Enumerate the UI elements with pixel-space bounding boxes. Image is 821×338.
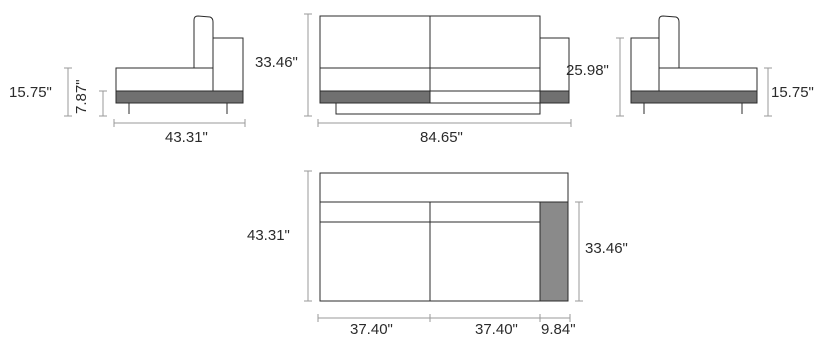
left-seat-height-label: 7.87" xyxy=(73,79,90,114)
left-depth-label: 43.31" xyxy=(165,129,208,146)
front-seat-cushion-right xyxy=(429,67,541,92)
front-base-right xyxy=(539,90,570,104)
top-seat2-width-label: 37.40" xyxy=(475,321,518,338)
left-backrest xyxy=(193,15,214,69)
right-back-height-label: 25.98" xyxy=(566,62,609,79)
front-view: 33.46" 84.65" xyxy=(255,13,572,146)
front-chaise-extension xyxy=(429,90,541,104)
left-base xyxy=(115,90,244,104)
top-arm-width-label: 9.84" xyxy=(541,321,576,338)
front-plinth xyxy=(335,102,541,115)
right-base xyxy=(630,90,758,104)
top-seat-right xyxy=(429,221,541,302)
right-height-label: 15.75" xyxy=(771,84,814,101)
right-arm-panel xyxy=(630,37,660,92)
top-view: 43.31" 33.46" 37.40" 37.40" 9.84" xyxy=(247,170,628,338)
front-arm xyxy=(539,37,570,92)
right-seat-cushion xyxy=(658,67,758,92)
top-depth-label: 43.31" xyxy=(247,227,290,244)
left-side-view: 15.75" 7.87" 43.31" xyxy=(9,15,246,146)
top-back-cushion-right xyxy=(429,201,541,223)
right-side-view: 25.98" 15.75" xyxy=(566,15,814,117)
top-chaise-depth-label: 33.46" xyxy=(585,240,628,257)
top-seat1-width-label: 37.40" xyxy=(350,321,393,338)
front-height-label: 33.46" xyxy=(255,54,298,71)
left-height-label: 15.75" xyxy=(9,84,52,101)
front-back-cushion-left xyxy=(319,15,431,69)
left-seat-cushion xyxy=(115,67,214,92)
front-width-label: 84.65" xyxy=(420,129,463,146)
right-backrest xyxy=(658,15,680,69)
front-seat-cushion-left xyxy=(319,67,431,92)
top-seat-left xyxy=(319,221,431,302)
top-arm xyxy=(539,201,569,302)
front-back-cushion-right xyxy=(429,15,541,69)
left-arm-panel xyxy=(212,37,244,92)
front-base-left xyxy=(319,90,431,104)
top-backrest-strip xyxy=(319,172,569,203)
top-back-cushion-left xyxy=(319,201,431,223)
